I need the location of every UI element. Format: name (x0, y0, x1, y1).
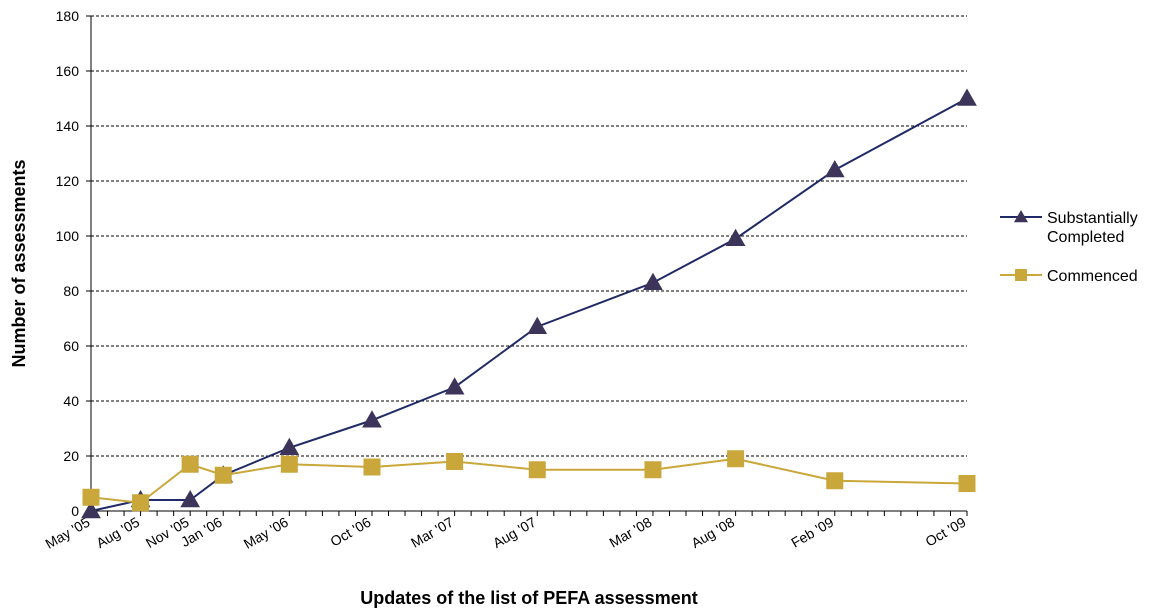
x-tick-label: Feb '09 (788, 514, 836, 551)
data-point-square (181, 455, 199, 473)
y-tick-label: 0 (71, 503, 79, 519)
x-tick-label: May '05 (42, 514, 92, 552)
data-point-square (826, 472, 844, 490)
data-point-square (727, 450, 745, 468)
x-tick-label: Oct '06 (327, 514, 373, 550)
data-point-square (280, 455, 298, 473)
gridlines (91, 15, 967, 457)
data-point-square (132, 494, 150, 512)
x-axis-title: Updates of the list of PEFA assessment (360, 588, 697, 608)
legend-marker-square (1015, 269, 1027, 281)
data-point-triangle (725, 228, 746, 246)
y-tick-label: 40 (63, 393, 79, 409)
legend: Substantially Completed Commenced (1000, 210, 1138, 285)
legend-marker-triangle (1014, 210, 1028, 223)
data-point-triangle (444, 377, 465, 395)
x-tick-label: Aug '08 (688, 514, 737, 551)
y-axis-title: Number of assessments (9, 159, 29, 367)
legend-label: Completed (1047, 229, 1124, 246)
data-point-square (528, 461, 546, 479)
data-point-triangle (180, 489, 201, 508)
series-commenced (82, 450, 976, 512)
data-point-square (363, 458, 381, 476)
legend-item-substantially-completed: Substantially Completed (1000, 210, 1138, 246)
y-tick-label: 80 (63, 283, 79, 299)
y-tick-label: 20 (63, 448, 79, 464)
data-point-triangle (362, 410, 382, 428)
series-lines (81, 88, 977, 519)
x-tick-label: Mar '08 (606, 514, 654, 551)
x-tick-label: Aug '07 (490, 514, 539, 551)
x-tick-label: Aug '05 (93, 514, 142, 551)
data-point-triangle (957, 88, 977, 106)
data-point-square (958, 475, 976, 492)
legend-label: Substantially (1047, 210, 1138, 227)
data-point-triangle (643, 272, 663, 290)
series-line (90, 97, 968, 512)
data-point-triangle (527, 316, 548, 334)
y-tick-label: 140 (56, 118, 80, 134)
legend-label: Commenced (1047, 268, 1138, 285)
axes (86, 15, 968, 516)
data-point-square (644, 461, 662, 479)
y-tick-label: 160 (56, 63, 80, 79)
series-substantially-completed (81, 88, 977, 519)
y-tick-label: 100 (56, 228, 80, 244)
y-tick-label: 180 (56, 8, 80, 24)
legend-item-commenced: Commenced (1000, 268, 1138, 285)
x-tick-label: Mar '07 (408, 514, 456, 551)
data-point-square (82, 488, 100, 506)
data-point-triangle (824, 159, 845, 178)
y-tick-labels: 0 20 40 60 80 100 120 140 160 180 (56, 8, 80, 519)
y-tick-label: 120 (56, 173, 80, 189)
data-point-triangle (279, 437, 300, 455)
data-point-square (446, 453, 464, 470)
x-tick-label: May '06 (241, 514, 291, 552)
x-tick-label: Oct '09 (922, 514, 968, 550)
data-point-square (214, 466, 232, 484)
y-tick-label: 60 (63, 338, 79, 354)
data-point-triangle (81, 500, 101, 519)
